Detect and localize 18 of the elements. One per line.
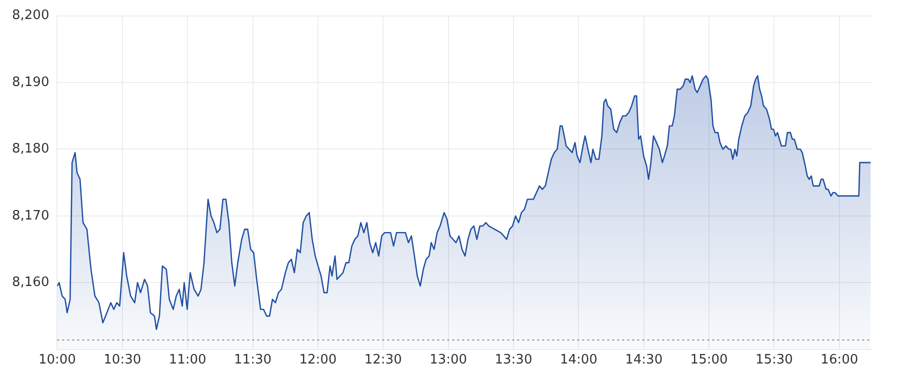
x-tick-label: 15:00	[690, 352, 728, 368]
x-tick-label: 14:00	[560, 352, 598, 368]
y-tick-label: 8,200	[12, 8, 50, 24]
x-tick-label: 14:30	[625, 352, 663, 368]
y-tick-label: 8,180	[12, 142, 50, 157]
x-tick-label: 11:00	[168, 352, 206, 368]
x-tick-label: 12:00	[299, 352, 337, 368]
x-tick-label: 11:30	[234, 352, 272, 368]
x-tick-label: 16:00	[820, 352, 858, 368]
y-tick-label: 8,190	[12, 74, 50, 90]
x-tick-label: 13:00	[430, 352, 468, 368]
y-tick-label: 8,170	[12, 208, 50, 224]
x-tick-label: 10:00	[38, 352, 76, 368]
x-tick-label: 15:30	[755, 352, 793, 368]
x-tick-label: 10:30	[104, 352, 142, 368]
x-tick-label: 12:30	[364, 352, 402, 368]
x-tick-label: 13:30	[494, 352, 532, 368]
y-tick-label: 8,160	[12, 275, 50, 290]
